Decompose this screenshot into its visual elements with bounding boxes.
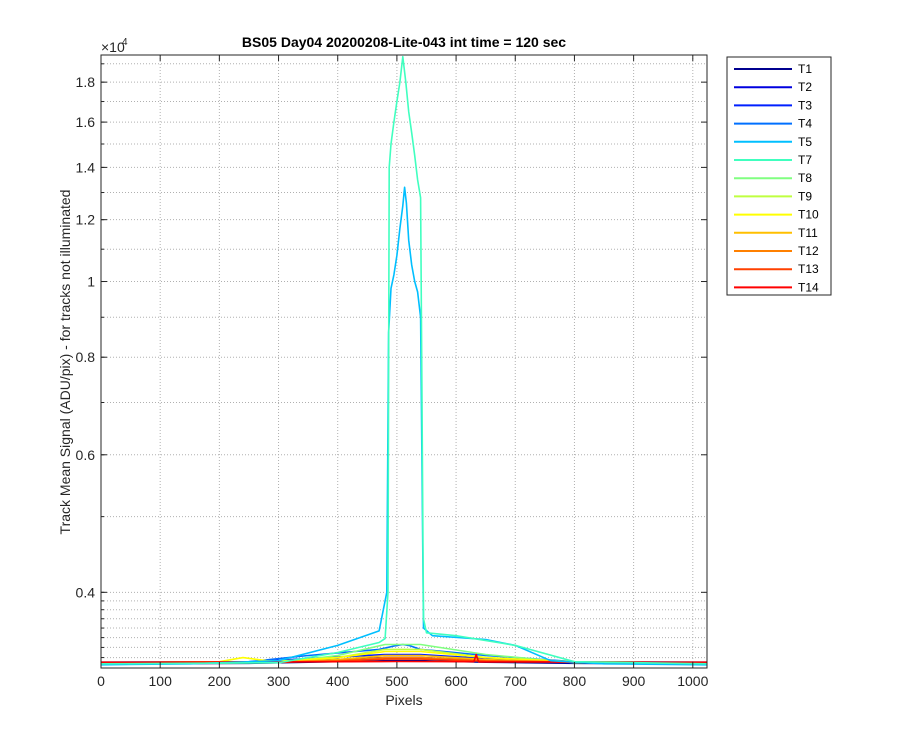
y-tick-label: 0.8 — [76, 349, 96, 365]
series-line-t7 — [101, 55, 707, 665]
y-tick-label: 1 — [87, 274, 95, 290]
x-tick-label: 400 — [326, 673, 350, 689]
x-tick-label: 600 — [444, 673, 468, 689]
legend-label-t12: T12 — [798, 244, 819, 258]
series-layer — [101, 55, 707, 666]
axis-tick-labels: 0 100 200 300 400 500 600 700 800 900 1000 0.4 0.6 0.… — [76, 74, 709, 689]
legend-label-t8: T8 — [798, 171, 812, 185]
legend-label-t3: T3 — [798, 98, 812, 112]
series-line-t10 — [101, 650, 707, 664]
y-exponent-power: 4 — [122, 37, 128, 48]
x-tick-label: 200 — [208, 673, 232, 689]
x-tick-label: 1000 — [677, 673, 708, 689]
x-tick-label: 700 — [504, 673, 528, 689]
x-tick-label: 800 — [563, 673, 587, 689]
y-axis-label: Track Mean Signal (ADU/pix) - for tracks… — [57, 190, 73, 535]
x-tick-label: 300 — [267, 673, 291, 689]
chart-title: BS05 Day04 20200208-Lite-043 int time = … — [242, 34, 566, 50]
x-axis-label: Pixels — [385, 692, 422, 708]
legend-label-t10: T10 — [798, 208, 819, 222]
legend-label-t2: T2 — [798, 80, 812, 94]
y-tick-label: 1.6 — [76, 114, 96, 130]
legend-label-t11: T11 — [798, 226, 818, 240]
legend-label-t1: T1 — [798, 62, 812, 76]
legend-label-t9: T9 — [798, 189, 812, 203]
y-exponent-base: ×10 — [101, 39, 125, 55]
legend-label-t13: T13 — [798, 262, 819, 276]
y-tick-label: 1.4 — [76, 159, 96, 175]
legend-label-t7: T7 — [798, 153, 812, 167]
axis-ticks — [100, 55, 707, 668]
legend-label-t5: T5 — [798, 135, 812, 149]
x-tick-label: 100 — [149, 673, 173, 689]
y-tick-label: 0.4 — [76, 584, 96, 600]
legend-box — [726, 56, 832, 296]
x-tick-label: 0 — [97, 673, 105, 689]
series-line-t14 — [101, 653, 707, 664]
x-tick-label: 500 — [385, 673, 409, 689]
plot-area-frame — [100, 54, 708, 669]
x-tick-label: 900 — [622, 673, 646, 689]
legend: T1 T2 T3 T4 T5 T7 T8 T9 T10 T11 T12 T13 T14 — [726, 56, 832, 296]
y-exponent-multiplier: ×10 4 — [101, 37, 128, 55]
y-tick-label: 1.8 — [76, 74, 96, 90]
y-tick-label: 1.2 — [76, 212, 96, 228]
y-tick-label: 0.6 — [76, 447, 96, 463]
legend-label-t14: T14 — [798, 280, 819, 294]
legend-label-t4: T4 — [798, 117, 812, 131]
